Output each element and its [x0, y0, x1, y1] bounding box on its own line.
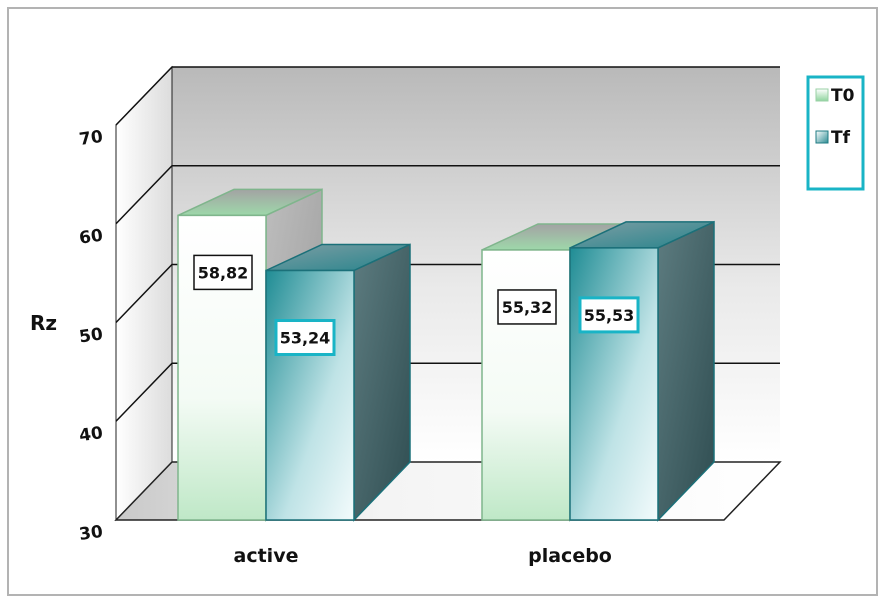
data-labels: 58,82 53,24 55,32 55,53: [193, 254, 640, 357]
data-label: 55,53: [578, 296, 640, 334]
svg-text:55,32: 55,32: [502, 298, 553, 317]
data-label: 53,24: [274, 319, 336, 357]
grid-line: [115, 165, 780, 225]
legend-label: Tf: [831, 128, 851, 148]
x-axis-categories: active placebo: [234, 545, 612, 567]
legend-label: T0: [831, 86, 855, 106]
bar-Tf-active: [265, 243, 411, 522]
svg-text:55,53: 55,53: [584, 306, 635, 325]
legend-swatch: [815, 130, 829, 144]
data-label: 58,82: [193, 254, 253, 291]
x-category-label: placebo: [528, 545, 612, 567]
y-tick-label: 70: [78, 127, 104, 150]
bar-front-face: [265, 269, 355, 521]
y-axis-ticks: 30 40 50 60 70: [78, 127, 104, 545]
legend-swatch: [815, 88, 829, 102]
bar-Tf-placebo: [569, 220, 715, 522]
y-tick-label: 50: [78, 324, 104, 347]
legend: T0 Tf: [806, 75, 865, 191]
grid-line: [115, 66, 780, 126]
svg-text:58,82: 58,82: [198, 263, 249, 282]
x-category-label: active: [234, 545, 299, 567]
data-label: 55,32: [497, 289, 557, 325]
bar-front-face: [569, 247, 659, 521]
svg-text:53,24: 53,24: [280, 329, 331, 348]
y-tick-label: 60: [78, 226, 104, 249]
y-tick-label: 30: [78, 522, 104, 545]
y-tick-label: 40: [78, 423, 104, 446]
y-axis-label: Rz: [30, 311, 57, 335]
